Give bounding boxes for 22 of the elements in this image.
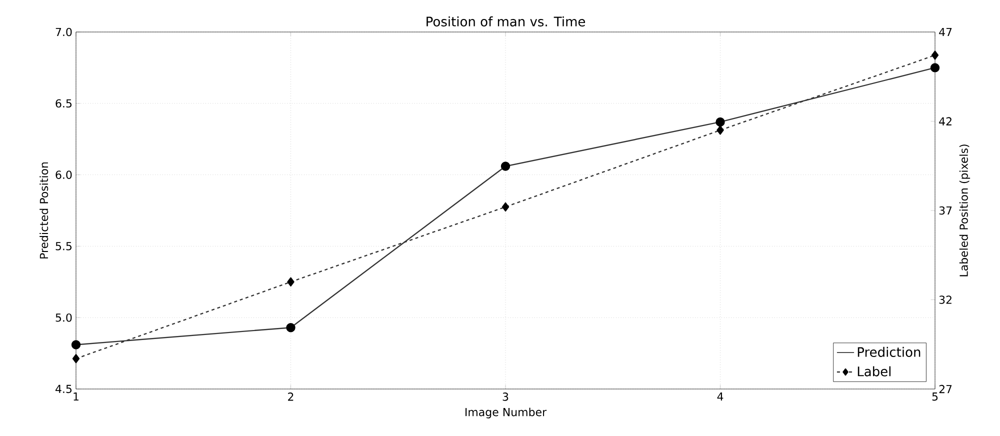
y2-tick-label: 32 bbox=[939, 296, 952, 304]
y2-tick-label: 42 bbox=[939, 117, 952, 126]
y2-tick-label: 37 bbox=[939, 206, 952, 215]
y-axis-title: Predicted Position bbox=[40, 162, 48, 258]
y2-tick-label: 27 bbox=[939, 384, 952, 394]
chart-title: Position of man vs. Time bbox=[426, 16, 586, 26]
x-tick-label: 3 bbox=[502, 392, 508, 401]
legend-label: Prediction bbox=[858, 346, 920, 357]
y-tick-label: 5.5 bbox=[56, 242, 72, 250]
legend-label: Label bbox=[858, 366, 891, 376]
x-tick-label: 5 bbox=[932, 392, 938, 401]
y-tick-label: 5.0 bbox=[56, 313, 72, 322]
y-tick-label: 6.0 bbox=[56, 170, 72, 179]
x-tick-label: 4 bbox=[717, 392, 724, 401]
x-tick-label: 1 bbox=[74, 392, 78, 401]
x-tick-label: 2 bbox=[288, 392, 294, 401]
y2-tick-label: 47 bbox=[939, 28, 952, 36]
y-tick-label: 6.5 bbox=[56, 99, 72, 108]
y-tick-label: 7.0 bbox=[56, 28, 72, 36]
y2-axis-title: Labeled Position (pixels) bbox=[959, 144, 970, 276]
y-tick-label: 4.5 bbox=[56, 384, 72, 394]
x-axis-title: Image Number bbox=[466, 408, 547, 418]
